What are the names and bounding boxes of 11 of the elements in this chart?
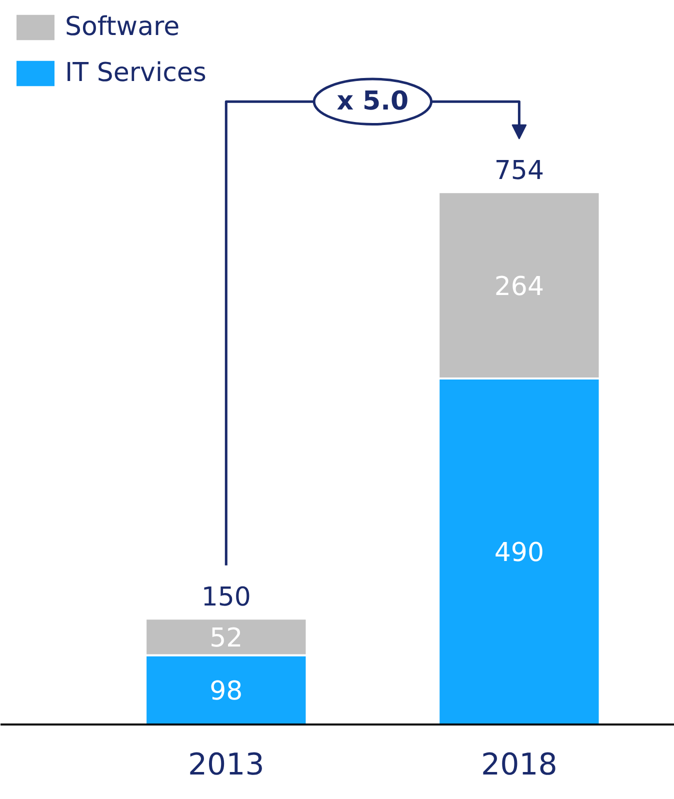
legend-label: IT Services	[65, 58, 206, 88]
total-label: 150	[201, 582, 251, 612]
data-label: 98	[210, 676, 243, 706]
x-tick-label: 2013	[188, 748, 264, 782]
legend-label: Software	[65, 12, 180, 42]
x-tick-label: 2018	[481, 748, 558, 782]
total-label: 754	[494, 156, 544, 186]
data-label: 52	[210, 623, 243, 654]
data-label: 264	[494, 272, 544, 302]
data-label: 490	[494, 538, 544, 568]
text: x 5.0	[336, 86, 409, 117]
